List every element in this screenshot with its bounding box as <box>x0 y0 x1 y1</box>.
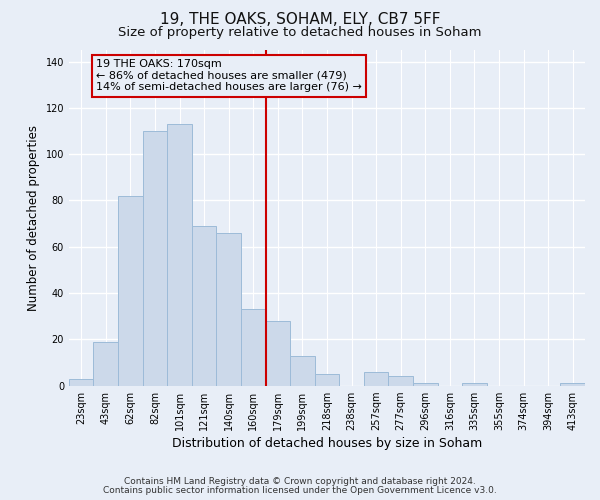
Bar <box>266 321 290 386</box>
Text: 19, THE OAKS, SOHAM, ELY, CB7 5FF: 19, THE OAKS, SOHAM, ELY, CB7 5FF <box>160 12 440 28</box>
Bar <box>314 374 339 386</box>
Bar <box>290 356 314 386</box>
Text: 19 THE OAKS: 170sqm
← 86% of detached houses are smaller (479)
14% of semi-detac: 19 THE OAKS: 170sqm ← 86% of detached ho… <box>96 60 362 92</box>
Bar <box>388 376 413 386</box>
Bar <box>413 384 437 386</box>
Bar <box>69 378 94 386</box>
Text: Size of property relative to detached houses in Soham: Size of property relative to detached ho… <box>118 26 482 39</box>
Bar <box>118 196 143 386</box>
Bar <box>462 384 487 386</box>
Text: Contains HM Land Registry data © Crown copyright and database right 2024.: Contains HM Land Registry data © Crown c… <box>124 477 476 486</box>
Bar <box>364 372 388 386</box>
Y-axis label: Number of detached properties: Number of detached properties <box>27 125 40 311</box>
Bar <box>241 310 266 386</box>
Bar <box>560 384 585 386</box>
Bar <box>192 226 217 386</box>
X-axis label: Distribution of detached houses by size in Soham: Distribution of detached houses by size … <box>172 437 482 450</box>
Text: Contains public sector information licensed under the Open Government Licence v3: Contains public sector information licen… <box>103 486 497 495</box>
Bar <box>143 131 167 386</box>
Bar <box>217 233 241 386</box>
Bar <box>94 342 118 386</box>
Bar <box>167 124 192 386</box>
